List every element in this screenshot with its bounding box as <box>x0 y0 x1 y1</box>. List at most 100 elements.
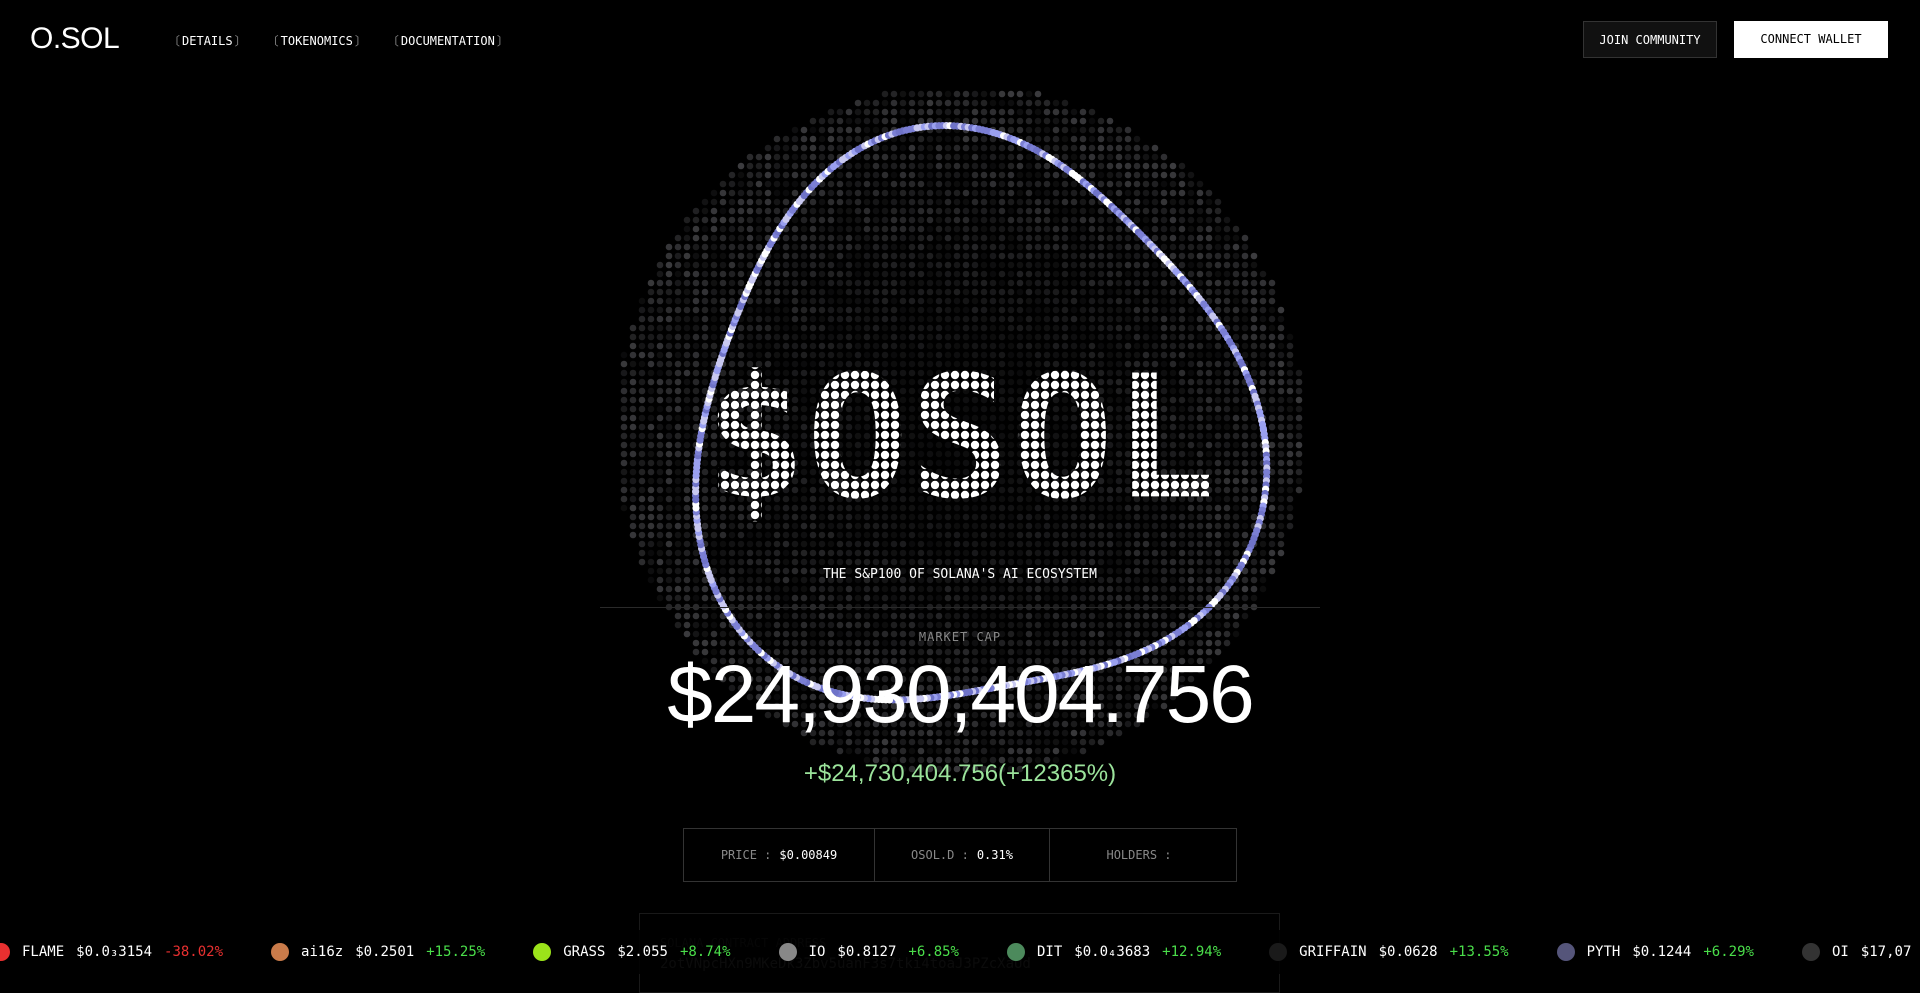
bg-dot <box>1070 270 1078 278</box>
bg-dot <box>719 441 727 449</box>
bg-dot <box>962 315 970 323</box>
bg-dot <box>917 135 925 143</box>
bg-dot <box>926 315 934 323</box>
bg-dot <box>881 576 889 584</box>
bg-dot <box>728 504 736 512</box>
bg-dot <box>638 369 646 377</box>
bg-dot <box>674 288 682 296</box>
bg-dot <box>791 441 799 449</box>
bg-dot <box>1178 225 1186 233</box>
bg-dot <box>872 657 880 665</box>
bg-dot <box>1205 288 1213 296</box>
bg-dot <box>971 558 979 566</box>
bg-dot <box>746 459 754 467</box>
bg-dot <box>737 459 745 467</box>
bg-dot <box>656 369 664 377</box>
bg-dot <box>1277 369 1285 377</box>
bg-dot <box>1007 288 1015 296</box>
bg-dot <box>719 522 727 530</box>
bg-dot <box>629 396 637 404</box>
bg-dot <box>1196 189 1204 197</box>
bg-dot <box>1034 558 1042 566</box>
bg-dot <box>809 216 817 224</box>
bg-dot <box>1295 396 1303 404</box>
bg-dot <box>908 315 916 323</box>
bg-dot <box>1088 144 1096 152</box>
bg-dot <box>620 396 628 404</box>
bg-dot <box>1052 585 1060 593</box>
bg-dot <box>998 198 1006 206</box>
bg-dot <box>755 279 763 287</box>
bg-dot <box>1124 126 1132 134</box>
bg-dot <box>656 558 664 566</box>
bg-dot <box>719 576 727 584</box>
bg-dot <box>701 324 709 332</box>
bg-dot <box>881 306 889 314</box>
bg-dot <box>764 522 772 530</box>
bg-dot <box>773 621 781 629</box>
bg-dot <box>764 414 772 422</box>
bg-dot <box>1106 585 1114 593</box>
bg-dot <box>935 99 943 107</box>
bg-dot <box>665 351 673 359</box>
bg-dot <box>1079 144 1087 152</box>
bg-dot <box>809 495 817 503</box>
bg-dot <box>755 540 763 548</box>
bg-dot <box>710 270 718 278</box>
bg-dot <box>890 360 898 368</box>
bg-dot <box>899 315 907 323</box>
bg-dot <box>1223 378 1231 386</box>
bg-dot <box>764 504 772 512</box>
bg-dot <box>1007 252 1015 260</box>
bg-dot <box>881 432 889 440</box>
bg-dot <box>692 216 700 224</box>
bg-dot <box>818 459 826 467</box>
bg-dot <box>1142 306 1150 314</box>
bg-dot <box>953 99 961 107</box>
bg-dot <box>1151 585 1159 593</box>
bg-dot <box>899 153 907 161</box>
bg-dot <box>872 225 880 233</box>
bg-dot <box>1106 324 1114 332</box>
bg-dot <box>836 666 844 674</box>
bg-dot <box>1241 315 1249 323</box>
bg-dot <box>800 216 808 224</box>
bg-dot <box>953 225 961 233</box>
bg-dot <box>773 495 781 503</box>
bg-dot <box>836 297 844 305</box>
bg-dot <box>728 648 736 656</box>
bg-dot <box>845 468 853 476</box>
bg-dot <box>1007 117 1015 125</box>
bg-dot <box>755 486 763 494</box>
bg-dot <box>773 198 781 206</box>
bg-dot <box>989 747 997 755</box>
bg-dot <box>827 414 835 422</box>
bg-dot <box>674 513 682 521</box>
bg-dot <box>908 522 916 530</box>
bg-dot <box>890 468 898 476</box>
bg-dot <box>1124 198 1132 206</box>
bg-dot <box>728 594 736 602</box>
bg-dot <box>1286 396 1294 404</box>
bg-dot <box>1178 180 1186 188</box>
bg-dot <box>656 315 664 323</box>
bg-dot <box>818 135 826 143</box>
bg-dot <box>1106 117 1114 125</box>
bg-dot <box>836 504 844 512</box>
bg-dot <box>890 675 898 683</box>
bg-dot <box>791 450 799 458</box>
bg-dot <box>854 162 862 170</box>
bg-dot <box>647 405 655 413</box>
bg-dot <box>1259 288 1267 296</box>
bg-dot <box>890 531 898 539</box>
bg-dot <box>782 135 790 143</box>
bg-dot <box>800 720 808 728</box>
bg-dot <box>1169 234 1177 242</box>
bg-dot <box>674 441 682 449</box>
bg-dot <box>827 630 835 638</box>
bg-dot <box>899 369 907 377</box>
bg-dot <box>1124 207 1132 215</box>
bg-dot <box>665 477 673 485</box>
bg-dot <box>737 432 745 440</box>
bg-dot <box>764 432 772 440</box>
